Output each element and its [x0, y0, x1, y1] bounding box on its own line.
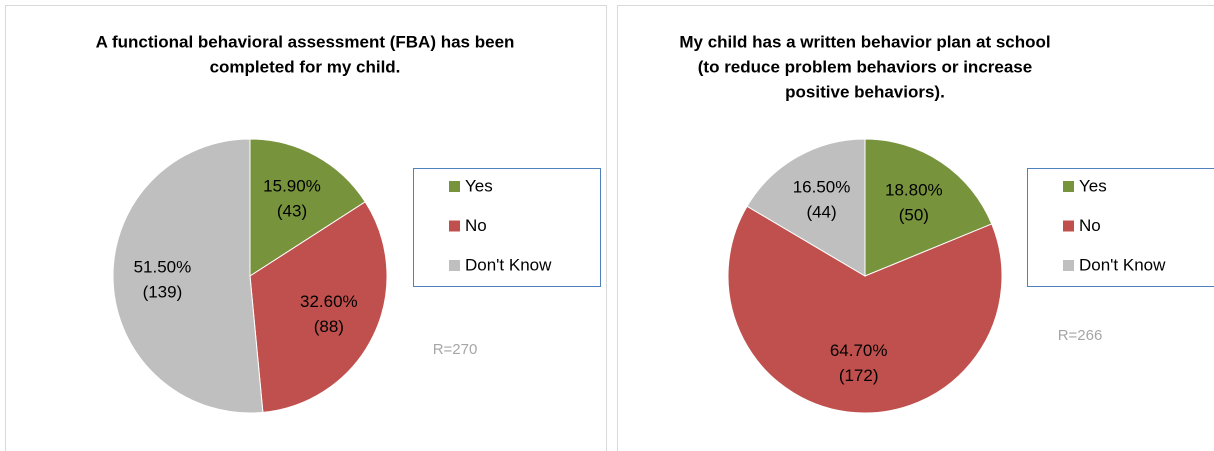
data-label-count: (88) [314, 317, 344, 336]
panel-frame [617, 5, 1214, 451]
legend-swatch [1063, 260, 1074, 271]
legend-label: Don't Know [465, 255, 552, 274]
legend-label: Don't Know [1079, 255, 1166, 274]
pie-slice [746, 138, 866, 277]
legend-swatch [1063, 220, 1074, 232]
legend-swatch [449, 260, 460, 271]
panel-frame [5, 5, 607, 451]
pie-slice [864, 138, 993, 277]
data-label: 51.50% [134, 258, 192, 277]
data-label: 32.60% [300, 292, 358, 311]
chart-title: A functional behavioral assessment (FBA)… [96, 32, 515, 51]
legend-label: No [1079, 216, 1101, 235]
chart-title: completed for my child. [210, 57, 401, 76]
data-label: 64.70% [830, 341, 888, 360]
data-label: 15.90% [263, 177, 321, 196]
data-label-count: (44) [806, 202, 836, 221]
legend-box [413, 168, 601, 287]
legend-label: Yes [1079, 176, 1107, 195]
data-label-count: (139) [143, 283, 183, 302]
legend-swatch [449, 181, 460, 192]
pie-slice [249, 201, 388, 413]
data-label-count: (172) [839, 366, 879, 385]
legend-swatch [1063, 181, 1074, 192]
chart-title: My child has a written behavior plan at … [679, 32, 1050, 51]
data-label: 16.50% [793, 177, 851, 196]
chart-title: (to reduce problem behaviors or increase [698, 57, 1032, 76]
chart-title: positive behaviors). [785, 82, 945, 101]
legend-swatch [449, 220, 460, 232]
pie-slice [112, 138, 264, 414]
legend-box [1027, 168, 1214, 287]
legend-label: Yes [465, 176, 493, 195]
annotation: R=270 [433, 341, 478, 358]
annotation: R=266 [1058, 327, 1103, 344]
pie-slice [249, 138, 366, 277]
data-label: 18.80% [885, 181, 943, 200]
data-label-count: (50) [899, 206, 929, 225]
legend-label: No [465, 216, 487, 235]
data-label-count: (43) [277, 202, 307, 221]
pie-slice [727, 205, 1003, 414]
